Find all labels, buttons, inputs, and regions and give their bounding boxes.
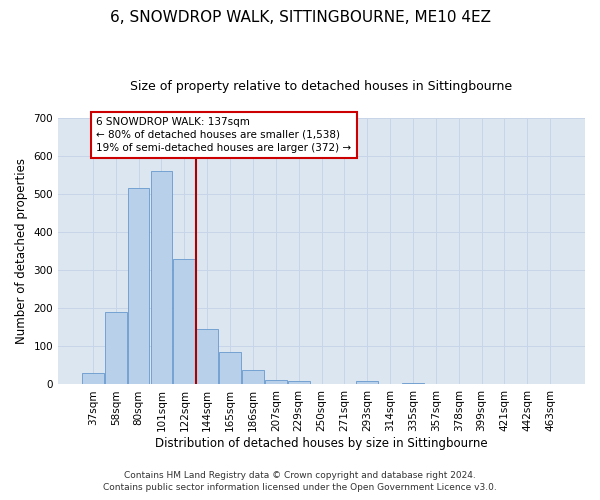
Text: Contains HM Land Registry data © Crown copyright and database right 2024.
Contai: Contains HM Land Registry data © Crown c… — [103, 471, 497, 492]
X-axis label: Distribution of detached houses by size in Sittingbourne: Distribution of detached houses by size … — [155, 437, 488, 450]
Bar — [105, 312, 127, 384]
Bar — [356, 380, 378, 384]
Text: 6, SNOWDROP WALK, SITTINGBOURNE, ME10 4EZ: 6, SNOWDROP WALK, SITTINGBOURNE, ME10 4E… — [110, 10, 491, 25]
Bar — [82, 373, 104, 384]
Bar — [219, 352, 241, 384]
Bar — [242, 370, 264, 384]
Bar — [173, 258, 195, 384]
Bar — [402, 382, 424, 384]
Bar — [128, 188, 149, 384]
Bar — [151, 171, 172, 384]
Text: 6 SNOWDROP WALK: 137sqm
← 80% of detached houses are smaller (1,538)
19% of semi: 6 SNOWDROP WALK: 137sqm ← 80% of detache… — [96, 116, 352, 153]
Bar — [265, 380, 287, 384]
Title: Size of property relative to detached houses in Sittingbourne: Size of property relative to detached ho… — [130, 80, 512, 93]
Bar — [196, 329, 218, 384]
Y-axis label: Number of detached properties: Number of detached properties — [15, 158, 28, 344]
Bar — [288, 382, 310, 384]
